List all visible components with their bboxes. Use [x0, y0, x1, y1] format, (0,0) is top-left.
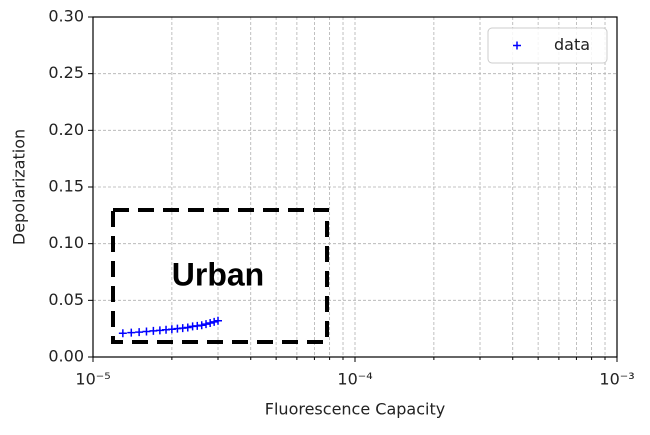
data-point: [202, 320, 211, 329]
legend-box: [487, 27, 608, 64]
data-point: [118, 329, 127, 338]
x-axis-label: Fluorescence Capacity: [265, 400, 445, 419]
y-tick-label: 0.10: [48, 233, 84, 252]
x-tick-label: 10⁻⁵: [75, 370, 110, 389]
legend-marker: [513, 41, 521, 50]
y-tick-label: 0.25: [48, 63, 84, 82]
grid: [92, 16, 618, 358]
y-tick-label: 0.05: [48, 290, 84, 309]
data-point: [214, 316, 223, 325]
data-point: [127, 328, 136, 337]
data-point: [210, 317, 219, 326]
data-point: [206, 319, 215, 327]
y-tick-label: 0.00: [48, 347, 84, 366]
x-tick-label: 10⁻³: [599, 370, 634, 389]
data-point: [197, 321, 206, 330]
y-tick-label: 0.30: [48, 7, 84, 26]
legend-label: data: [554, 35, 590, 54]
data-point: [142, 327, 151, 336]
data-point: [183, 323, 192, 332]
y-tick-label: 0.20: [48, 120, 84, 139]
annotation-text: Urban: [172, 256, 264, 292]
y-axis-label: Depolarization: [10, 129, 29, 245]
x-tick-label: 10⁻⁴: [337, 370, 372, 389]
annotation-box: [111, 208, 329, 344]
y-tick-label: 0.15: [48, 177, 84, 196]
data-point: [135, 328, 144, 337]
